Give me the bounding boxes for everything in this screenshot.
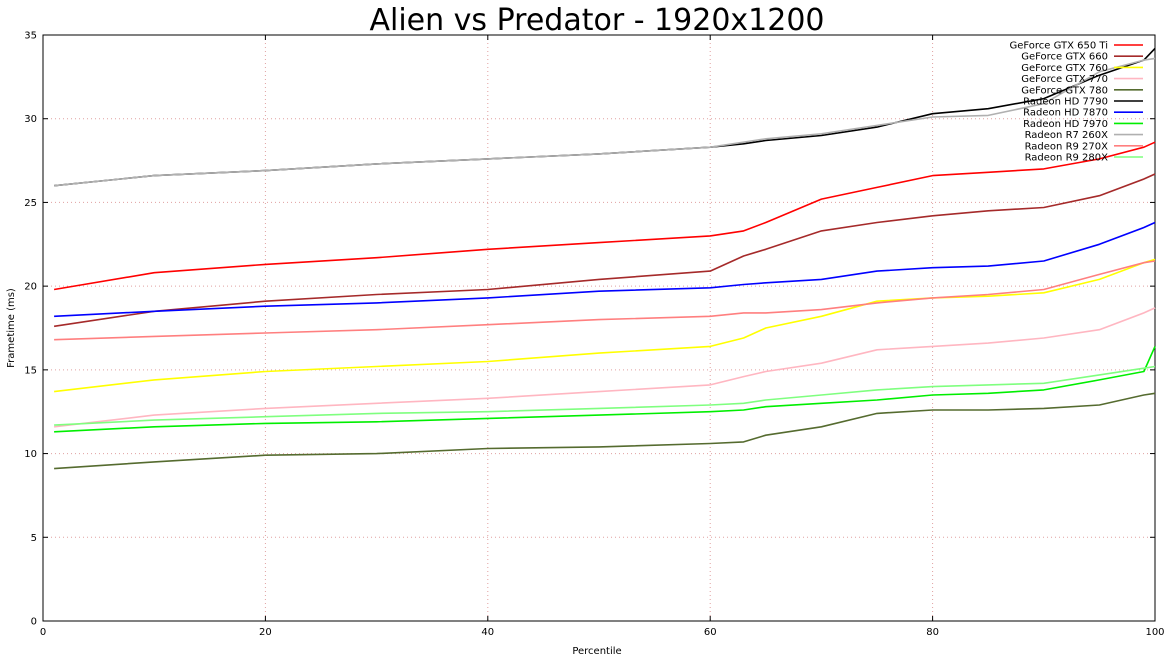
legend-label: GeForce GTX 660 [1021, 52, 1108, 63]
series-line-7 [54, 346, 1156, 433]
grid-lines [43, 35, 1155, 621]
axis-ticks: 0 20 40 60 80 100 0 5 10 15 20 25 30 35 [24, 31, 1164, 639]
x-tick-label: 0 [40, 627, 46, 638]
legend-label: Radeon HD 7790 [1023, 97, 1108, 108]
y-tick-label: 10 [24, 449, 37, 460]
series-line-0 [53, 141, 1156, 291]
series-line-10 [54, 365, 1156, 426]
x-tick-label: 40 [481, 627, 494, 638]
x-tick-label: 20 [259, 627, 272, 638]
series-line-4 [54, 392, 1156, 470]
y-axis-label: Frametime (ms) [6, 288, 17, 368]
legend-label: GeForce GTX 770 [1021, 74, 1108, 85]
chart-title: Alien vs Predator - 1920x1200 [369, 3, 824, 38]
x-axis-label: Percentile [572, 646, 621, 657]
series-lines [53, 47, 1156, 470]
x-tick-label: 80 [926, 627, 939, 638]
legend-label: Radeon HD 7970 [1023, 119, 1108, 130]
series-line-5 [54, 47, 1156, 187]
x-tick-label: 60 [704, 627, 717, 638]
series-line-8 [54, 57, 1156, 187]
y-tick-label: 20 [24, 282, 37, 293]
series-line-6 [54, 221, 1156, 318]
legend-label: GeForce GTX 760 [1021, 63, 1108, 74]
series-line-3 [54, 307, 1156, 428]
legend-label: Radeon R9 270X [1025, 141, 1109, 152]
legend-label: Radeon HD 7870 [1023, 108, 1108, 119]
series-line-2 [54, 258, 1156, 393]
series-line-1 [53, 173, 1156, 328]
y-tick-label: 15 [24, 365, 37, 376]
legend-label: GeForce GTX 650 Ti [1009, 41, 1108, 52]
series-line-9 [54, 260, 1156, 341]
y-tick-label: 35 [24, 31, 37, 42]
legend-label: Radeon R7 260X [1025, 130, 1109, 141]
y-tick-label: 5 [31, 533, 37, 544]
legend-label: Radeon R9 280X [1025, 153, 1109, 164]
y-tick-label: 0 [31, 617, 37, 628]
y-tick-label: 30 [24, 114, 37, 125]
y-tick-label: 25 [24, 198, 37, 209]
x-tick-label: 100 [1145, 627, 1164, 638]
legend-label: GeForce GTX 780 [1021, 85, 1108, 96]
plot-area-frame [42, 34, 1156, 622]
